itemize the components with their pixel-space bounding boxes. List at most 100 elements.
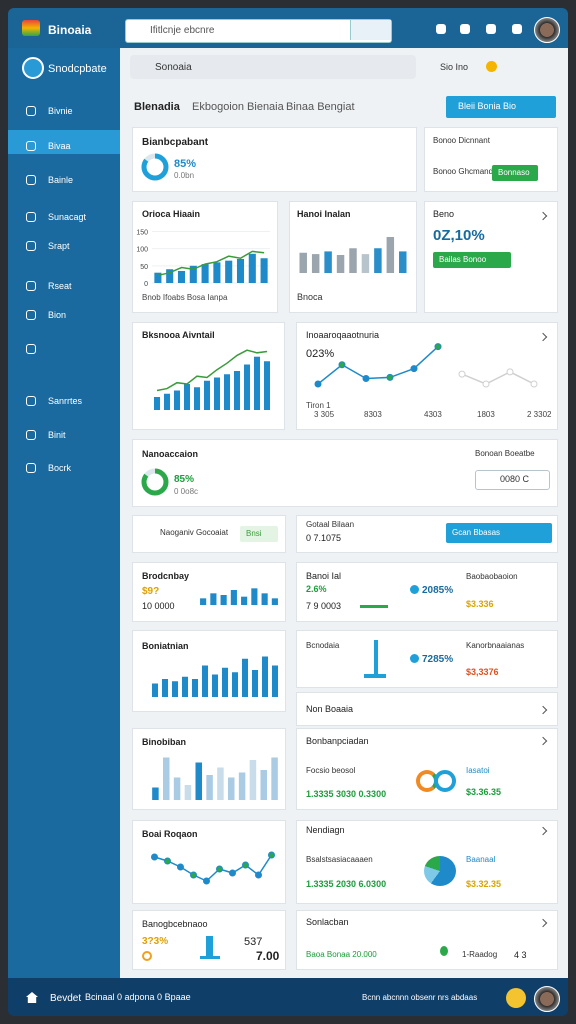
teal-base bbox=[364, 674, 386, 678]
chart bbox=[152, 656, 278, 697]
legend: Iasatoi bbox=[466, 766, 490, 775]
bar bbox=[228, 777, 235, 800]
filter-button[interactable] bbox=[240, 526, 278, 542]
sub: 0 0o8c bbox=[174, 487, 199, 496]
title: Sonlacban bbox=[306, 917, 349, 927]
bar bbox=[236, 258, 245, 283]
title: Beno bbox=[433, 209, 455, 219]
bar bbox=[172, 681, 178, 697]
nav-item[interactable]: Bainle bbox=[48, 175, 74, 185]
nav-icon bbox=[26, 430, 36, 440]
title: Bksnooa Aivntail bbox=[142, 330, 215, 340]
y-tick-label: 0 bbox=[144, 281, 148, 288]
avatar[interactable] bbox=[534, 17, 560, 43]
green-button[interactable] bbox=[433, 252, 511, 268]
green-button[interactable] bbox=[492, 165, 538, 181]
right: 1-Raadog bbox=[462, 950, 498, 959]
blue-bar bbox=[206, 936, 213, 958]
top-icon[interactable] bbox=[512, 24, 522, 34]
card bbox=[132, 630, 286, 712]
title: Nanoaccaion bbox=[142, 449, 199, 459]
bar bbox=[252, 670, 258, 697]
footer: Bnob Ifoabs Bosa Ianpa bbox=[142, 293, 228, 302]
nav-item[interactable]: Binit bbox=[48, 430, 66, 440]
nav-item[interactable]: Bocrk bbox=[48, 463, 72, 473]
donut-arc bbox=[141, 468, 169, 496]
footer-avatar[interactable] bbox=[534, 986, 560, 1012]
line-point bbox=[177, 863, 184, 871]
bar bbox=[162, 679, 168, 697]
title: Orioca Hiaain bbox=[142, 209, 201, 219]
sub: 0.0bn bbox=[174, 171, 195, 180]
side: Bonoan Boeatbe bbox=[475, 449, 535, 458]
point-label: 4303 bbox=[424, 410, 442, 419]
bar bbox=[177, 270, 186, 283]
pie-icon bbox=[424, 856, 456, 886]
search-text: Ifitlcnje ebcnre bbox=[150, 25, 215, 36]
top-icon[interactable] bbox=[460, 24, 470, 34]
nav-item[interactable]: Sunacagt bbox=[48, 212, 87, 222]
nav-item[interactable]: Sanrrtes bbox=[48, 396, 83, 406]
bar bbox=[163, 757, 170, 800]
green-line bbox=[360, 605, 388, 608]
search-box[interactable] bbox=[125, 19, 392, 43]
toolbar-search[interactable] bbox=[130, 55, 416, 79]
amount: $3.336 bbox=[466, 599, 494, 609]
bar bbox=[271, 757, 278, 800]
action-button[interactable] bbox=[446, 96, 556, 118]
green-button-label[interactable]: Bonnaso bbox=[498, 168, 530, 177]
footer-badge[interactable] bbox=[506, 988, 526, 1008]
filter-button-label[interactable]: Bnsi bbox=[246, 529, 262, 538]
title: Nendiagn bbox=[306, 825, 345, 835]
bar bbox=[399, 251, 407, 273]
green-button-label[interactable]: Bailas Bonoo bbox=[439, 255, 487, 264]
amount: $3.32.35 bbox=[466, 879, 502, 889]
bar bbox=[212, 674, 218, 697]
title: Bcnodaia bbox=[306, 641, 340, 650]
bar bbox=[202, 665, 208, 697]
bar bbox=[234, 371, 240, 410]
nav-item[interactable]: Bivaa bbox=[48, 141, 71, 151]
card bbox=[296, 322, 558, 430]
line-point bbox=[242, 861, 249, 869]
tab[interactable]: Ekbogoion Bienaia bbox=[192, 101, 284, 113]
line-point bbox=[314, 380, 322, 388]
top-icon[interactable] bbox=[486, 24, 496, 34]
val: 7.00 bbox=[256, 949, 280, 963]
title: Inoaaroqaaotnuria bbox=[306, 330, 380, 340]
line-point bbox=[410, 365, 418, 373]
rate-icon bbox=[410, 654, 419, 663]
sidebar bbox=[8, 48, 120, 978]
point-label: 2 3302 bbox=[527, 410, 552, 419]
title: Banoi Ial bbox=[306, 571, 342, 581]
nav-item[interactable]: Bivnie bbox=[48, 106, 73, 116]
bar bbox=[225, 260, 233, 283]
title: Boai Roqaon bbox=[142, 829, 198, 839]
line-point bbox=[255, 871, 262, 879]
card bbox=[296, 515, 558, 553]
tab[interactable]: Blenadia bbox=[134, 101, 180, 113]
bar bbox=[336, 255, 345, 273]
bar bbox=[166, 269, 174, 283]
blue-button-label[interactable]: Gcan Bbasas bbox=[452, 528, 501, 537]
bar bbox=[214, 377, 220, 410]
card bbox=[296, 562, 558, 622]
nav-item[interactable]: Bion bbox=[48, 310, 67, 320]
line-point bbox=[151, 853, 158, 861]
y-tick-label: 150 bbox=[136, 229, 148, 236]
input-box[interactable] bbox=[475, 470, 550, 490]
input-text[interactable]: 0080 C bbox=[500, 474, 530, 484]
tab[interactable]: Binaa Bengiat bbox=[286, 101, 355, 113]
action-label[interactable]: Bleii Bonia Bio bbox=[458, 101, 517, 111]
bar bbox=[201, 264, 209, 283]
label: 85% bbox=[174, 474, 195, 485]
nav-item[interactable]: Rseat bbox=[48, 281, 72, 291]
top-icon[interactable] bbox=[436, 24, 446, 34]
star-icon bbox=[486, 61, 497, 72]
footer-home[interactable]: Bevdet bbox=[50, 993, 82, 1004]
nav-item[interactable]: Srapt bbox=[48, 241, 70, 251]
line-point bbox=[386, 373, 394, 381]
point-label: 3 305 bbox=[314, 410, 335, 419]
line-point bbox=[434, 343, 442, 351]
blue-button[interactable] bbox=[446, 523, 552, 543]
